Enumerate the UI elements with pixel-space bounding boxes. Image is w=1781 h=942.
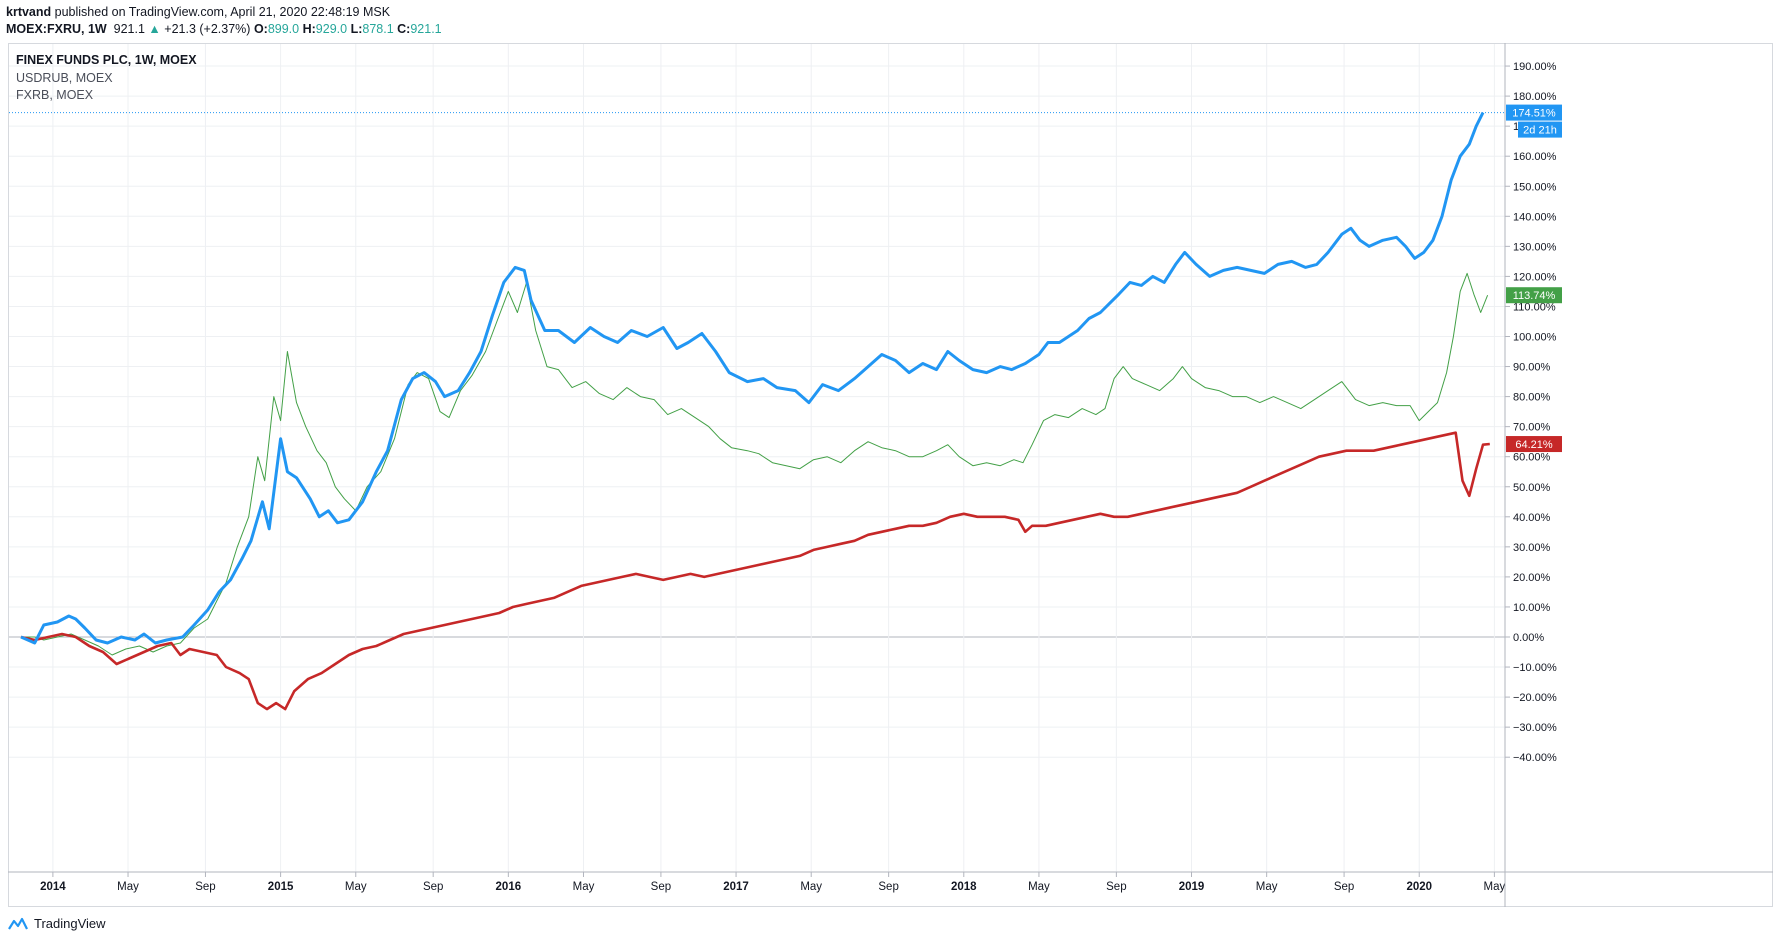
low-label: L: bbox=[350, 22, 363, 36]
y-tick-label: 30.00% bbox=[1513, 542, 1551, 554]
countdown-badge bbox=[1518, 121, 1562, 138]
x-tick-label: May bbox=[1028, 881, 1050, 893]
series-value-badge-2 bbox=[1506, 436, 1562, 453]
y-tick-label: 10.00% bbox=[1513, 602, 1551, 614]
x-tick-label: Sep bbox=[651, 881, 671, 893]
x-tick-label: May bbox=[1484, 881, 1506, 893]
open-label: O: bbox=[253, 22, 268, 36]
ticker-symbol: MOEX:FXRU, 1W bbox=[6, 22, 107, 36]
x-tick-label: Sep bbox=[878, 881, 898, 893]
x-tick-label: May bbox=[800, 881, 822, 893]
series-value-badge-0 bbox=[1506, 104, 1562, 121]
y-tick-label: 40.00% bbox=[1513, 512, 1551, 524]
x-tick-label: 2015 bbox=[268, 881, 294, 893]
countdown-label: 2d 21h bbox=[1523, 125, 1557, 137]
y-tick-label: 80.00% bbox=[1513, 392, 1551, 404]
y-tick-label: 0.00% bbox=[1513, 632, 1544, 644]
last-price: 921.1 bbox=[113, 22, 145, 36]
y-tick-label: 70.00% bbox=[1513, 422, 1551, 434]
x-tick-label: May bbox=[1256, 881, 1278, 893]
y-tick-label: 100.00% bbox=[1513, 332, 1557, 344]
series-value-badge-1 bbox=[1506, 287, 1562, 304]
ohlc-line: MOEX:FXRU, 1W 921.1 ▲ +21.3 (+2.37%) O:8… bbox=[6, 21, 442, 38]
price-change: +21.3 (+2.37%) bbox=[164, 22, 251, 36]
x-tick-label: 2018 bbox=[951, 881, 977, 893]
close-value: 921.1 bbox=[410, 22, 442, 36]
y-tick-label: 150.00% bbox=[1513, 181, 1557, 193]
legend-item-fxru[interactable]: FINEX FUNDS PLC, 1W, MOEX bbox=[16, 53, 197, 67]
x-tick-label: Sep bbox=[1106, 881, 1126, 893]
y-tick-label: 160.00% bbox=[1513, 151, 1557, 163]
x-tick-label: May bbox=[573, 881, 595, 893]
high-label: H: bbox=[302, 22, 316, 36]
series-legend: FINEX FUNDS PLC, 1W, MOEX USDRUB, MOEX F… bbox=[16, 52, 197, 105]
x-tick-label: May bbox=[117, 881, 139, 893]
series-line-1[interactable] bbox=[21, 272, 1489, 656]
x-tick-label: 2017 bbox=[723, 881, 749, 893]
x-tick-label: Sep bbox=[195, 881, 215, 893]
chart-canvas[interactable]: 190.00%180.00%170.00%160.00%150.00%140.0… bbox=[8, 43, 1773, 907]
high-value: 929.0 bbox=[315, 22, 348, 36]
chart-border bbox=[8, 43, 1773, 907]
tradingview-logo-icon bbox=[8, 917, 28, 930]
brand-name: TradingView bbox=[34, 916, 106, 931]
y-tick-label: 50.00% bbox=[1513, 482, 1551, 494]
open-value: 899.0 bbox=[267, 22, 300, 36]
x-tick-label: 2020 bbox=[1406, 881, 1432, 893]
series-line-0[interactable] bbox=[20, 111, 1485, 645]
x-tick-label: Sep bbox=[1334, 881, 1354, 893]
chart-header: krtvand published on TradingView.com, Ap… bbox=[6, 4, 442, 38]
tradingview-logo[interactable]: TradingView bbox=[8, 916, 106, 931]
y-tick-label: −10.00% bbox=[1513, 662, 1557, 674]
y-tick-label: 120.00% bbox=[1513, 271, 1557, 283]
legend-item-fxrb[interactable]: FXRB, MOEX bbox=[16, 88, 94, 102]
legend-item-usdrub[interactable]: USDRUB, MOEX bbox=[16, 70, 113, 85]
x-tick-label: 2016 bbox=[496, 881, 522, 893]
publish-info: published on TradingView.com, April 21, … bbox=[54, 5, 391, 19]
publish-line: krtvand published on TradingView.com, Ap… bbox=[6, 4, 442, 21]
x-tick-label: Sep bbox=[423, 881, 443, 893]
x-tick-label: 2019 bbox=[1179, 881, 1205, 893]
x-tick-label: 2014 bbox=[40, 881, 66, 893]
y-tick-label: 60.00% bbox=[1513, 452, 1551, 464]
series-value-label-1: 113.74% bbox=[1513, 290, 1556, 302]
y-tick-label: 110.00% bbox=[1513, 301, 1556, 313]
series-value-label-2: 64.21% bbox=[1515, 439, 1553, 451]
y-tick-label: 190.00% bbox=[1513, 61, 1557, 73]
y-tick-label: 90.00% bbox=[1513, 362, 1551, 374]
y-tick-label: 180.00% bbox=[1513, 91, 1557, 103]
change-arrow-icon: ▲ bbox=[148, 22, 161, 36]
y-tick-label: −30.00% bbox=[1513, 722, 1557, 734]
series-line-2[interactable] bbox=[20, 431, 1490, 711]
y-tick-label: 20.00% bbox=[1513, 572, 1551, 584]
close-label: C: bbox=[397, 22, 411, 36]
y-tick-label: 130.00% bbox=[1513, 241, 1557, 253]
x-tick-label: May bbox=[345, 881, 367, 893]
author-name[interactable]: krtvand bbox=[6, 5, 52, 19]
y-tick-label: 140.00% bbox=[1513, 211, 1557, 223]
y-tick-label: −20.00% bbox=[1513, 692, 1557, 704]
series-value-label-0: 174.51% bbox=[1512, 108, 1556, 120]
y-tick-label: −40.00% bbox=[1513, 752, 1557, 764]
low-value: 878.1 bbox=[362, 22, 394, 36]
